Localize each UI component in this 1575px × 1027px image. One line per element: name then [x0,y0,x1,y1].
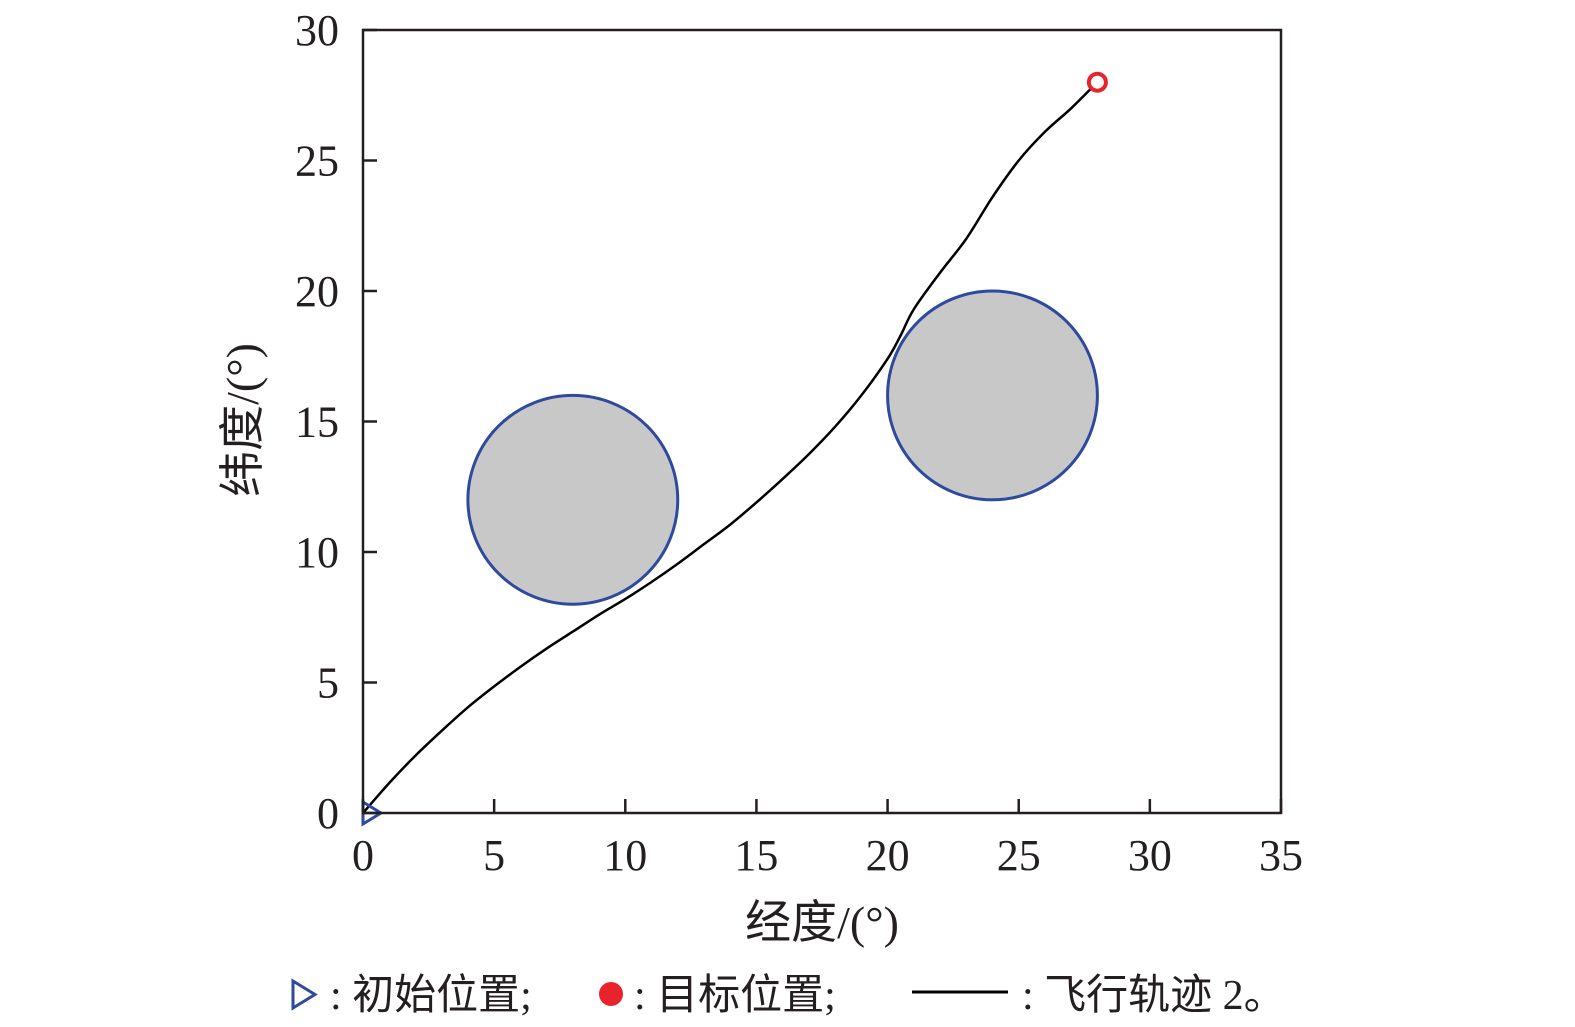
y-axis-title: 纬度/(°) [217,343,268,497]
x-tick-label: 5 [483,831,505,880]
y-tick-label: 5 [317,659,339,708]
x-tick-label: 15 [734,831,778,880]
y-tick-label: 0 [317,789,339,838]
x-tick-label: 25 [997,831,1041,880]
legend-path-label: : 飞行轨迹 2。 [1022,973,1286,1019]
y-tick-label: 10 [295,528,339,577]
x-tick-label: 20 [866,831,910,880]
x-tick-label: 10 [603,831,647,880]
obstacle-layer [466,289,1099,606]
tick-layer: 0 5 10 15 20 25 30 35 0 5 10 15 20 25 30 [295,6,1303,880]
y-tick-label: 30 [295,6,339,55]
x-axis-title: 经度/(°) [745,897,899,948]
legend-start-marker-icon [291,978,318,1011]
obstacle-circle [886,289,1099,502]
legend-target-marker-icon [599,982,623,1006]
y-tick-label: 20 [295,267,339,316]
obstacle-circle [466,393,680,606]
x-tick-label: 0 [352,831,374,880]
target-marker [1086,71,1108,93]
x-tick-label: 30 [1128,831,1172,880]
y-tick-label: 15 [295,398,339,447]
legend-target-label: : 目标位置; [634,972,836,1019]
y-tick-label: 25 [295,137,339,186]
plot-frame [361,28,1283,815]
path-layer [362,81,1099,814]
legend: : 初始位置; : 目标位置; : 飞行轨迹 2。 [291,972,1286,1019]
x-tick-label: 35 [1259,831,1303,880]
legend-start-label: : 初始位置; [330,972,532,1019]
flight-path-line [362,81,1099,814]
